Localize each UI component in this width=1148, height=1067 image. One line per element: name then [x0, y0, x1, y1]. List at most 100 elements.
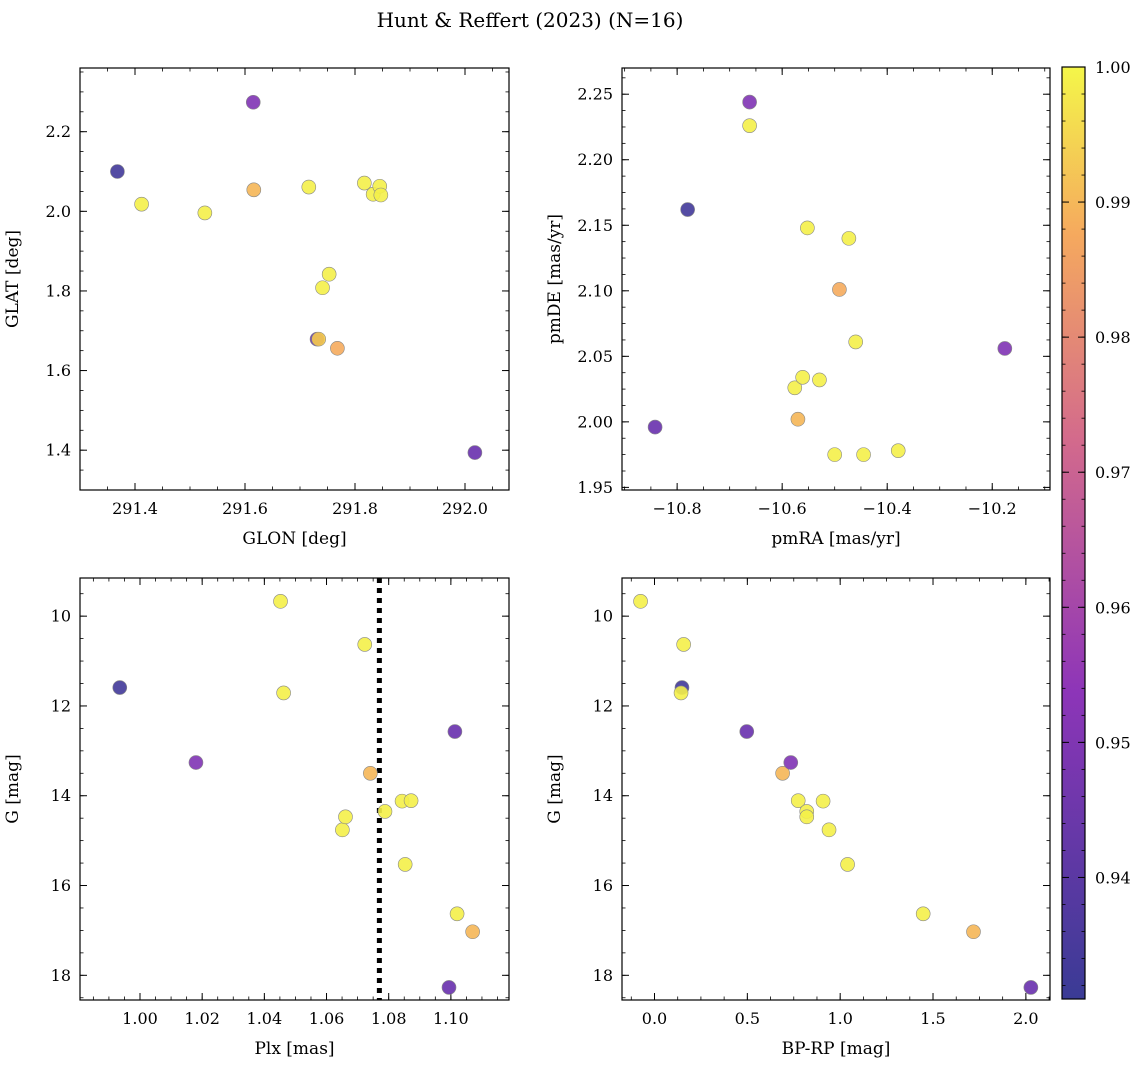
- data-point: [783, 755, 799, 770]
- x-tick-label: −10.2: [968, 499, 1017, 518]
- y-tick-label: 2.25: [577, 85, 613, 104]
- data-point: [633, 594, 648, 609]
- data-point: [1023, 980, 1039, 995]
- x-axis-label: GLON [deg]: [242, 529, 346, 549]
- colorbar: 0.94 0.95 0.96 0.97 0.98 0.99 1.00: [1061, 58, 1131, 1000]
- y-tick-label: 2.05: [577, 347, 613, 366]
- data-point: [321, 266, 337, 282]
- data-point: [799, 809, 815, 825]
- data-point: [742, 118, 757, 133]
- data-point: [447, 724, 463, 739]
- data-point: [330, 340, 345, 356]
- colorbar-gradient: [1061, 66, 1086, 1000]
- data-point: [311, 331, 327, 347]
- data-point: [335, 822, 350, 838]
- data-point: [112, 680, 128, 695]
- data-point: [197, 205, 213, 221]
- plot-frame: [621, 67, 1051, 491]
- x-tick-label: 291.6: [222, 499, 268, 518]
- data-point: [245, 94, 261, 110]
- x-tick-label: 291.4: [112, 499, 158, 518]
- colorbar-tick-label: 0.95: [1095, 733, 1131, 752]
- colorbar-tick-label: 0.99: [1095, 193, 1131, 212]
- data-point: [338, 809, 353, 825]
- x-tick-label: 1.04: [247, 1009, 283, 1028]
- data-point: [790, 793, 806, 808]
- y-axis-label: G [mag]: [545, 754, 565, 823]
- y-tick-label: 16: [51, 876, 71, 895]
- data-point: [673, 685, 689, 701]
- data-point: [465, 924, 480, 940]
- figure-title: Hunt & Reffert (2023) (N=16): [377, 8, 684, 32]
- data-point: [840, 857, 855, 872]
- x-tick-label: 1.08: [371, 1009, 407, 1028]
- x-tick-label: 0.0: [642, 1009, 667, 1028]
- x-axis-label: pmRA [mas/yr]: [771, 529, 900, 549]
- data-point: [827, 447, 842, 462]
- data-point: [739, 724, 755, 739]
- data-point: [848, 334, 863, 350]
- panel-bprp-g: 0.0 0.5 1.0 1.5 2.0 10 12 14 16 18 BP-RP [mag] G [m…: [545, 577, 1051, 1059]
- y-tick-label: 2.15: [577, 216, 613, 235]
- data-point: [441, 980, 457, 995]
- y-tick-label: 1.4: [46, 441, 71, 460]
- y-tick-label: 14: [593, 786, 613, 805]
- data-point: [915, 906, 931, 922]
- x-tick-label: −10.4: [863, 499, 912, 518]
- data-point: [357, 175, 372, 191]
- plot-frame: [79, 67, 510, 491]
- x-tick-label: 1.00: [122, 1009, 158, 1028]
- y-axis-label: G [mag]: [3, 754, 23, 823]
- data-point: [467, 445, 483, 460]
- data-point: [890, 443, 906, 458]
- y-tick-label: 1.6: [46, 361, 71, 380]
- data-point: [363, 765, 378, 781]
- data-point: [403, 793, 419, 808]
- data-point: [377, 804, 393, 819]
- data-point: [680, 202, 695, 217]
- data-point: [276, 685, 291, 701]
- panels: 291.4 291.6 291.8 292.0 1.4 1.6 1.8 2.0 2.2 GLON …: [3, 67, 1051, 1059]
- data-point: [357, 637, 373, 652]
- y-tick-label: 1.8: [46, 281, 71, 300]
- data-point: [742, 94, 757, 110]
- data-point: [373, 187, 389, 203]
- x-tick-label: 1.02: [184, 1009, 220, 1028]
- colorbar-tick-label: 0.98: [1095, 328, 1131, 347]
- x-tick-label: −10.8: [653, 499, 702, 518]
- colorbar-tick-label: 0.96: [1095, 598, 1131, 617]
- colorbar-tick-label: 1.00: [1095, 58, 1131, 77]
- y-tick-label: 2.10: [577, 281, 613, 300]
- data-point: [397, 857, 413, 872]
- y-axis-label: pmDE [mas/yr]: [545, 214, 565, 344]
- data-point: [188, 755, 204, 770]
- x-tick-label: 1.5: [920, 1009, 945, 1028]
- y-tick-label: 10: [51, 607, 71, 626]
- plot-frame: [79, 577, 510, 1001]
- colorbar-tick-label: 0.97: [1095, 463, 1131, 482]
- data-point: [647, 419, 663, 435]
- x-tick-label: 292.0: [442, 499, 488, 518]
- x-tick-label: 1.06: [309, 1009, 345, 1028]
- data-point: [315, 280, 330, 296]
- data-point: [795, 369, 810, 385]
- plot-frame: [621, 577, 1051, 1001]
- y-tick-label: 12: [593, 696, 613, 715]
- x-tick-label: 291.8: [332, 499, 378, 518]
- data-point: [832, 282, 847, 297]
- data-point: [821, 822, 837, 838]
- x-tick-label: 2.0: [1013, 1009, 1038, 1028]
- data-point: [800, 220, 815, 236]
- data-point: [966, 924, 981, 940]
- x-tick-label: 1.10: [433, 1009, 469, 1028]
- data-point: [775, 765, 790, 781]
- data-point: [787, 380, 803, 396]
- data-point: [449, 906, 465, 922]
- y-tick-label: 2.2: [46, 122, 71, 141]
- x-axis-label: Plx [mas]: [254, 1039, 334, 1059]
- y-axis-label: GLAT [deg]: [3, 230, 23, 328]
- y-tick-label: 16: [593, 876, 613, 895]
- data-point: [856, 447, 871, 462]
- y-tick-label: 14: [51, 786, 71, 805]
